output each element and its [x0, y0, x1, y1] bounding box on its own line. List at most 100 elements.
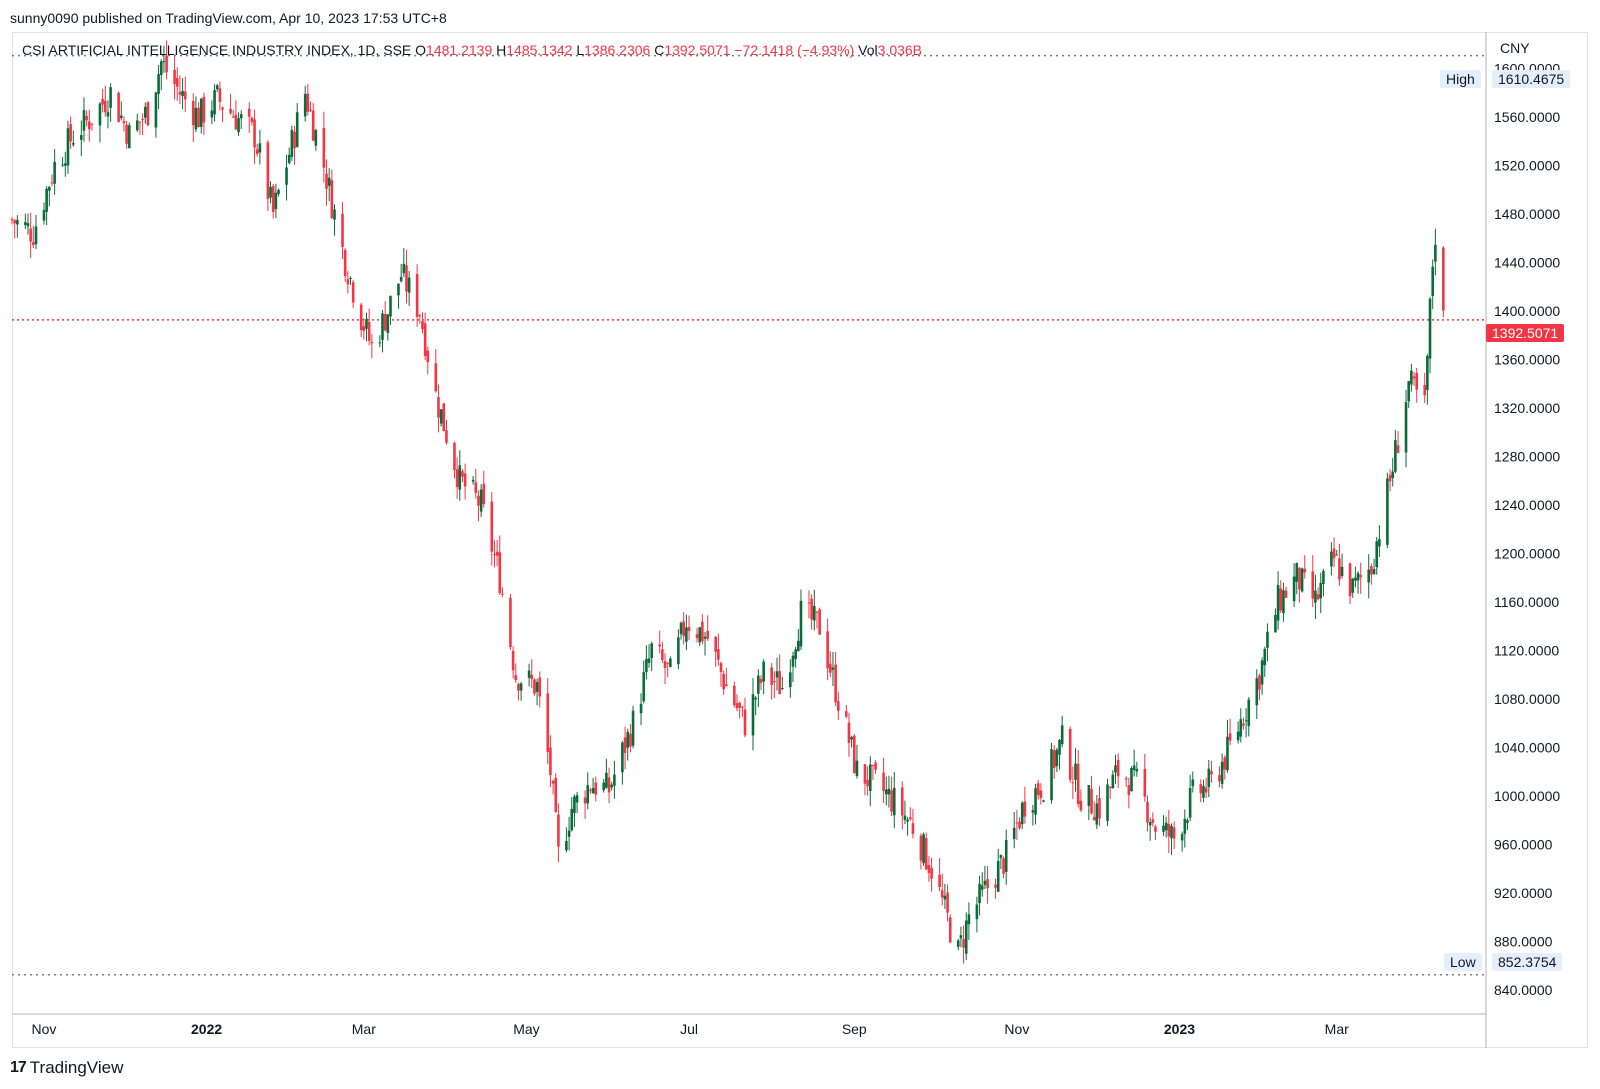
symbol-name: CSI ARTIFICIAL INTELLIGENCE INDUSTRY IND…: [22, 42, 412, 58]
tradingview-brand[interactable]: 17 TradingView: [10, 1058, 123, 1078]
close-value: 1392.5071: [664, 42, 731, 58]
candle-body: [940, 890, 944, 898]
candle-body: [13, 220, 16, 224]
candle-body: [1154, 826, 1157, 832]
candle-body: [1076, 763, 1080, 805]
candle-body: [948, 917, 952, 943]
candle-body: [1092, 816, 1096, 821]
candle-body: [1316, 594, 1320, 600]
candle-body: [1335, 554, 1339, 556]
candle-body: [295, 112, 299, 147]
candle-body: [1151, 819, 1155, 823]
candle-body: [962, 939, 965, 948]
candle-body: [1396, 445, 1400, 453]
candle-body: [253, 119, 256, 148]
candle-body: [1135, 768, 1139, 772]
candle-body: [549, 747, 552, 776]
x-tick-label: Mar: [1325, 1021, 1349, 1037]
candle-body: [274, 192, 278, 209]
y-tick-label: 1400.0000: [1494, 303, 1560, 319]
candle-body: [919, 835, 923, 861]
candle-body: [197, 107, 200, 128]
candle-body: [927, 865, 931, 874]
candle-body: [733, 685, 736, 706]
candle-body: [863, 764, 867, 784]
candle-body: [844, 711, 848, 717]
candle-body: [1170, 826, 1173, 839]
candle-body: [175, 78, 179, 87]
candle-body: [557, 814, 560, 847]
candle-body: [591, 787, 595, 794]
currency-label: CNY: [1500, 40, 1530, 56]
candle-body: [978, 883, 981, 904]
candle-body: [346, 279, 350, 285]
candle-body: [231, 116, 235, 118]
candle-body: [669, 658, 672, 668]
x-tick-label: Sep: [842, 1021, 867, 1037]
candle-body: [815, 611, 819, 613]
candle-body: [285, 167, 288, 185]
candle-body: [1298, 567, 1301, 590]
candle-body: [325, 173, 328, 189]
y-tick-label: 1000.0000: [1494, 788, 1560, 804]
candle-body: [181, 90, 184, 96]
candle-body: [1279, 588, 1283, 611]
candle-body: [725, 684, 728, 687]
candle-body: [1292, 576, 1296, 602]
candle-body: [738, 702, 741, 708]
candle-body: [314, 130, 318, 146]
candle-body: [173, 69, 176, 85]
candle-body: [178, 91, 182, 95]
candle-body: [258, 143, 262, 153]
candle-body: [426, 350, 430, 363]
candle-body: [82, 110, 86, 131]
candle-body: [34, 226, 38, 245]
candle-body: [922, 834, 925, 864]
candle-body: [1295, 563, 1299, 582]
candle-body: [45, 188, 48, 212]
candle-body: [538, 677, 542, 697]
candle-body: [474, 482, 478, 493]
y-tick-label: 880.0000: [1494, 933, 1553, 949]
candle-body: [1039, 790, 1043, 799]
candle-body: [511, 650, 515, 671]
candle-body: [685, 627, 688, 642]
candle-body: [143, 106, 147, 118]
ohlc-legend: CSI ARTIFICIAL INTELLIGENCE INDUSTRY IND…: [22, 42, 922, 58]
candle-body: [1036, 783, 1040, 795]
candle-body: [1202, 786, 1205, 798]
candle-body: [421, 321, 424, 330]
candle-body: [1132, 765, 1136, 771]
last-price-tag: 1392.5071: [1486, 324, 1565, 342]
candle-body: [477, 495, 480, 506]
candle-body: [757, 675, 760, 694]
candle-body: [1186, 820, 1189, 823]
candle-body: [1018, 821, 1021, 828]
close-label: C: [654, 42, 665, 58]
open-value: 1481.2139: [426, 42, 493, 58]
candle-body: [255, 149, 259, 154]
candle-body: [381, 313, 384, 341]
candle-body: [1002, 858, 1005, 874]
candle-body: [1255, 678, 1259, 706]
candle-body: [1340, 566, 1344, 576]
candle-body: [10, 219, 14, 221]
candle-body: [882, 772, 885, 792]
candle-body: [482, 483, 486, 505]
candle-body: [610, 784, 614, 788]
low-value: 1386.2306: [584, 42, 651, 58]
candle-body: [386, 314, 390, 333]
candle-body: [1058, 739, 1061, 755]
candle-body: [1220, 761, 1224, 784]
candle-body: [234, 114, 238, 130]
candle-body: [1244, 720, 1248, 722]
candle-body: [1004, 839, 1008, 872]
candle-body: [343, 250, 347, 277]
y-tick-label: 1560.0000: [1494, 109, 1560, 125]
candle-body: [399, 276, 403, 282]
candle-body: [890, 790, 893, 812]
candle-body: [1428, 298, 1432, 359]
candle-body: [1095, 803, 1099, 825]
candle-body: [458, 465, 462, 490]
